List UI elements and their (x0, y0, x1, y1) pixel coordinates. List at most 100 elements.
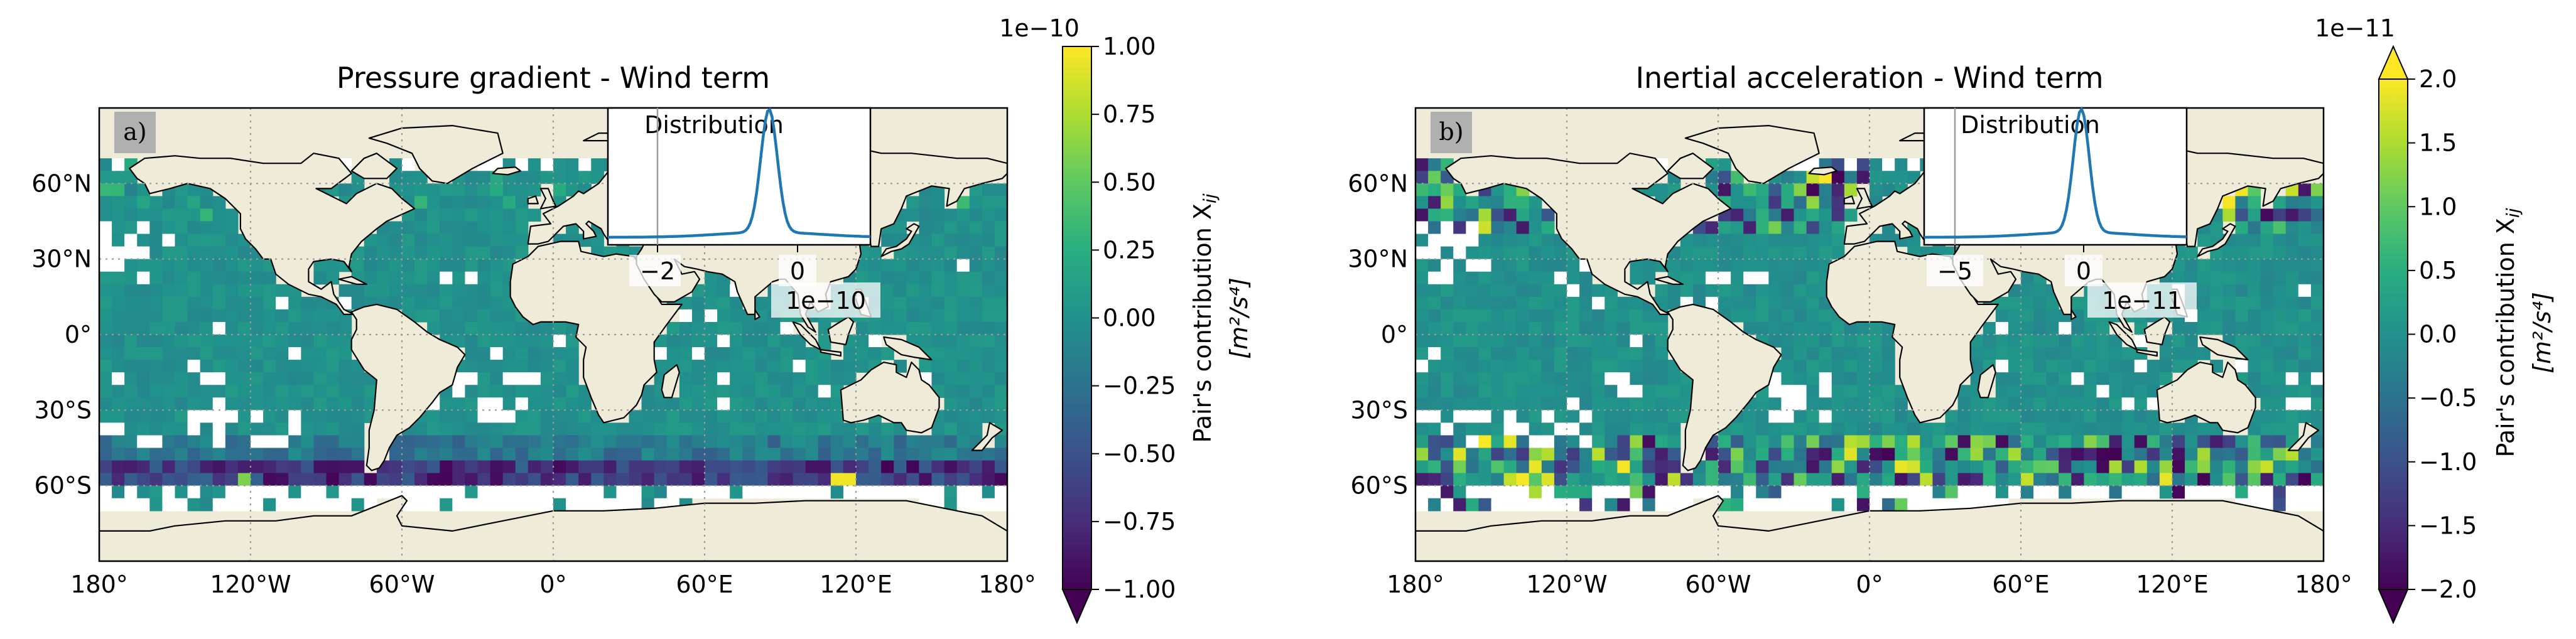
map-cell (1541, 221, 1555, 235)
map-cell (805, 435, 819, 449)
map-cell (1856, 347, 1870, 360)
map-cell (2310, 473, 2324, 486)
map-cell (2096, 360, 2110, 373)
map-cell (2273, 435, 2286, 449)
map-cell (767, 435, 781, 449)
map-cell (1680, 271, 1694, 285)
map-cell (515, 473, 529, 486)
map-cell (1529, 485, 1542, 499)
map-cell (2222, 208, 2236, 222)
map-cell (276, 473, 289, 486)
map-cell (2172, 435, 2185, 449)
map-cell (187, 321, 201, 335)
map-cell (553, 360, 566, 373)
map-cell (969, 372, 983, 385)
map-cell (2285, 485, 2299, 499)
map-cell (1870, 410, 1883, 423)
map-cell (1415, 397, 1429, 411)
map-cell (1756, 485, 1769, 499)
map-cell (2033, 284, 2047, 298)
map-cell (767, 360, 781, 373)
map-cell (1957, 435, 1971, 449)
map-cell (2197, 448, 2211, 461)
map-cell (1856, 473, 1870, 486)
map-cell (99, 309, 112, 323)
map-cell (956, 208, 970, 222)
map-cell (2273, 448, 2286, 461)
map-cell (1642, 448, 1656, 461)
x-tick-label: 120°E (2136, 571, 2209, 598)
map-cell (112, 321, 125, 335)
map-cell (1856, 321, 1870, 335)
map-cell (200, 309, 214, 323)
map-cell (2310, 221, 2324, 235)
map-cell (99, 246, 112, 260)
map-cell (1630, 385, 1643, 398)
map-cell (313, 410, 327, 423)
map-cell (944, 234, 958, 247)
map-cell (2021, 385, 2034, 398)
map-cell (2285, 422, 2299, 436)
map-cell (389, 271, 403, 285)
panel-a-colorbar-scale: 1e−10 (999, 14, 1080, 42)
map-cell (1642, 347, 1656, 360)
map-cell (528, 385, 541, 398)
map-cell (1541, 321, 1555, 335)
map-cell (137, 448, 150, 461)
coastline-5 (2156, 362, 2256, 434)
map-cell (742, 335, 755, 348)
map-cell (641, 422, 655, 436)
map-cell (1907, 485, 1920, 499)
map-cell (276, 485, 289, 499)
map-cell (313, 397, 327, 411)
map-cell (237, 410, 251, 423)
map-cell (2109, 435, 2123, 449)
map-cell (1743, 284, 1756, 298)
map-cell (212, 296, 226, 310)
map-cell (742, 473, 755, 486)
map-cell (1541, 435, 1555, 449)
map-cell (1781, 473, 1795, 486)
map-cell (767, 410, 781, 423)
map-cell (982, 385, 995, 398)
map-cell (1768, 485, 1782, 499)
map-cell (515, 335, 529, 348)
panel-a-inset-ticklabel-bg (629, 255, 681, 286)
map-cell (124, 422, 138, 436)
map-cell (137, 271, 150, 285)
map-cell (251, 347, 264, 360)
map-cell (452, 183, 466, 196)
map-cell (452, 221, 466, 235)
map-cell (477, 397, 491, 411)
map-cell (1920, 435, 1934, 449)
map-cell (175, 221, 188, 235)
map-cell (1605, 296, 1618, 310)
map-cell (175, 422, 188, 436)
map-cell (591, 448, 604, 461)
map-cell (2146, 385, 2160, 398)
map-cell (212, 221, 226, 235)
map-cell (1870, 158, 1883, 171)
map-cell (2260, 234, 2274, 247)
map-cell (566, 171, 579, 184)
map-cell (149, 196, 163, 210)
map-cell (2273, 208, 2286, 222)
map-cell (2096, 422, 2110, 436)
map-cell (1441, 296, 1454, 310)
map-cell (2046, 309, 2059, 323)
map-cell (1491, 460, 1505, 474)
map-cell (2248, 259, 2261, 272)
map-cell (2084, 360, 2097, 373)
map-cell (225, 296, 239, 310)
map-cell (1781, 321, 1795, 335)
map-cell (313, 321, 327, 335)
map-cell (212, 460, 226, 474)
map-cell (251, 448, 264, 461)
map-cell (137, 372, 150, 385)
map-cell (1655, 397, 1669, 411)
map-cell (1592, 360, 1605, 373)
map-cell (2260, 372, 2274, 385)
map-cell (1642, 498, 1656, 512)
map-cell (2310, 196, 2324, 210)
map-cell (919, 309, 933, 323)
